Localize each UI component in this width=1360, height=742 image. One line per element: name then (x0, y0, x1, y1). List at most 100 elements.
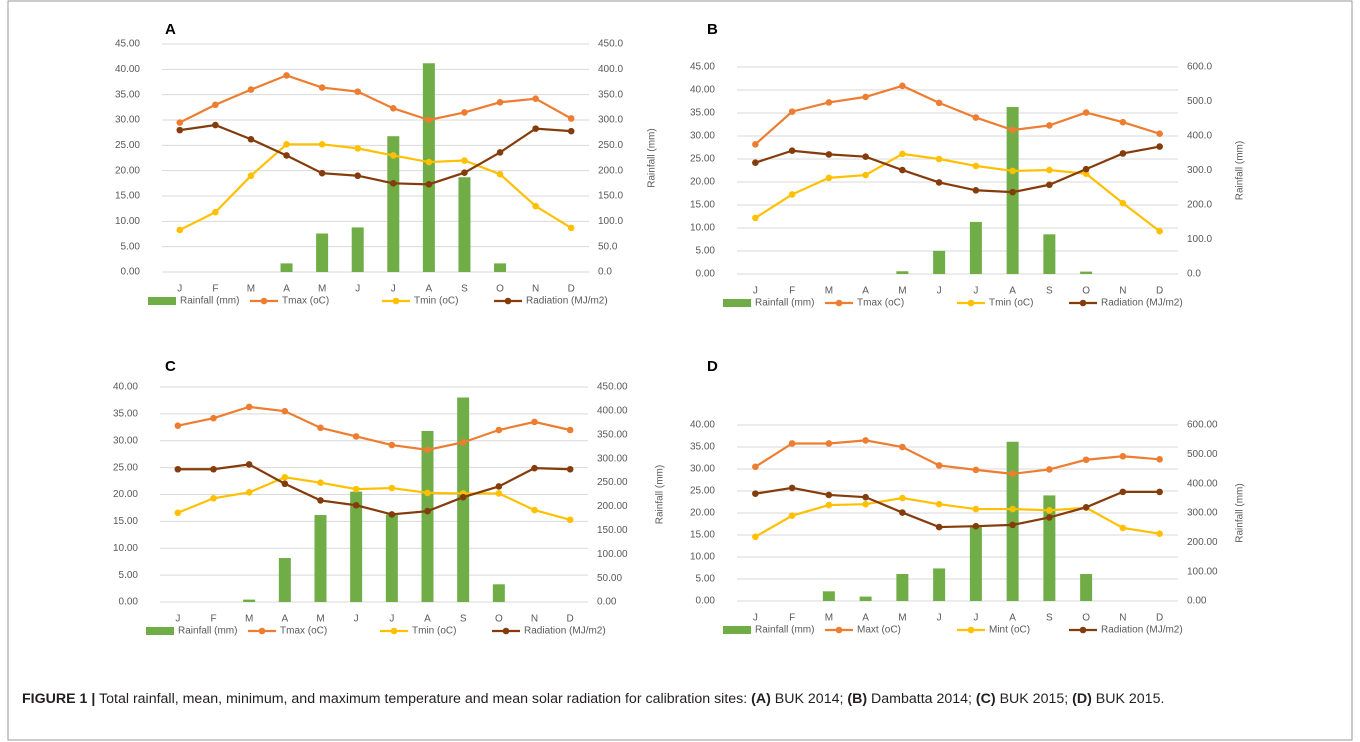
y-tick-label: 5.00 (119, 570, 139, 581)
legend-label: Radiation (MJ/m2) (1101, 625, 1183, 636)
legend-label: Rainfall (mm) (755, 298, 814, 309)
marker (825, 174, 833, 182)
x-tick-label: D (1156, 613, 1163, 624)
marker (531, 506, 538, 514)
x-tick-label: O (1082, 613, 1090, 624)
x-tick-label: D (567, 614, 574, 625)
x-tick-label: A (283, 284, 290, 295)
marker (752, 140, 759, 148)
x-tick-label: M (316, 614, 324, 625)
bar (933, 568, 946, 601)
marker (1156, 130, 1163, 137)
marker (461, 157, 468, 164)
bar (422, 63, 435, 273)
marker (174, 422, 182, 430)
x-tick-label: S (460, 614, 467, 625)
x-tick-label: A (426, 284, 433, 295)
y2-tick-label: 400.00 (597, 406, 628, 417)
marker (567, 115, 575, 122)
y-tick-label: 15.00 (113, 516, 138, 527)
x-tick-label: M (318, 284, 326, 295)
marker (352, 485, 360, 493)
marker (862, 500, 869, 508)
y2-tick-label: 350.0 (598, 89, 623, 100)
y2-tick-label: 400.0 (598, 64, 623, 75)
marker (567, 224, 575, 232)
marker (495, 483, 503, 490)
marker (1046, 166, 1053, 174)
x-tick-label: A (862, 613, 869, 624)
marker (1009, 470, 1016, 478)
marker (935, 99, 943, 107)
bar (896, 271, 909, 274)
legend-swatch (148, 297, 176, 305)
line (177, 405, 571, 452)
marker (566, 465, 574, 473)
marker (1156, 227, 1163, 235)
x-tick-label: M (898, 613, 906, 624)
marker (935, 179, 943, 186)
marker (318, 141, 326, 148)
x-tick-label: F (210, 614, 216, 625)
y2-tick-label: 300.0 (598, 115, 623, 126)
marker (174, 465, 182, 473)
marker (752, 159, 759, 166)
legend-marker (258, 627, 266, 635)
y2-tick-label: 0.00 (1187, 596, 1207, 607)
legend-label: Tmin (oC) (989, 298, 1033, 309)
marker (752, 533, 759, 541)
marker (388, 441, 396, 449)
line (755, 486, 1160, 529)
bar (351, 227, 364, 272)
x-tick-label: A (1009, 286, 1016, 297)
legend-label: Radiation (MJ/m2) (526, 296, 608, 307)
marker (532, 202, 539, 210)
y2-tick-label: 100.0 (598, 216, 623, 227)
line (179, 74, 572, 124)
y2-tick-label: 200.00 (597, 501, 628, 512)
legend-swatch (146, 627, 174, 635)
marker (972, 522, 980, 530)
x-tick-label: F (789, 613, 795, 624)
caption-part: (D) (1072, 691, 1092, 707)
marker (245, 461, 253, 468)
marker (496, 170, 504, 178)
marker (825, 501, 833, 509)
marker (389, 105, 397, 112)
marker (459, 493, 467, 501)
marker (531, 464, 538, 472)
bar (933, 250, 946, 274)
bar (1043, 234, 1056, 274)
marker (495, 426, 503, 434)
marker (245, 489, 253, 496)
marker (899, 150, 906, 158)
marker (935, 462, 943, 469)
marker (1082, 109, 1090, 116)
x-tick-label: N (1119, 613, 1126, 624)
marker (532, 125, 539, 132)
y-tick-label: 15.00 (690, 530, 715, 541)
y-tick-label: 0.00 (119, 597, 139, 608)
marker (1082, 165, 1090, 173)
marker (788, 440, 796, 447)
marker (972, 162, 980, 170)
y-tick-label: 5.00 (121, 241, 141, 252)
bar (969, 221, 982, 274)
marker (283, 141, 290, 148)
marker (1046, 181, 1053, 189)
y-tick-label: 30.00 (113, 435, 138, 446)
y2-tick-label: 300.00 (1187, 508, 1218, 519)
marker (210, 494, 217, 502)
marker (825, 151, 833, 158)
x-tick-label: A (281, 614, 288, 625)
x-tick-label: J (175, 614, 180, 625)
caption-part: Dambatta 2014; (867, 691, 976, 707)
y-tick-label: 30.00 (690, 131, 715, 142)
marker (1156, 488, 1163, 496)
marker (972, 114, 980, 121)
y2-tick-label: 400.0 (1187, 131, 1212, 142)
x-tick-label: A (424, 614, 431, 625)
x-tick-label: F (789, 286, 795, 297)
legend-marker (504, 297, 512, 305)
